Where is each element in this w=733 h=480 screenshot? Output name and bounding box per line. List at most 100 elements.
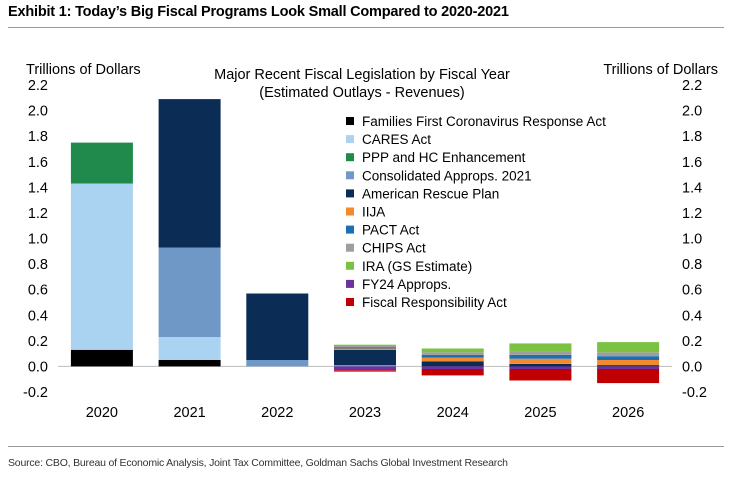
- legend-label-chips-act: CHIPS Act: [362, 241, 426, 256]
- x-axis: 2020 2021 2022 2023 2024 2025 2026: [86, 405, 645, 421]
- bar-segment-2020-ppp-and-hc-enhancement: [70, 142, 133, 184]
- legend-label-fiscal-responsibility-act: Fiscal Responsibility Act: [362, 295, 507, 310]
- bar-segment-2026-chips-act: [597, 352, 660, 357]
- y-axis-label-left: Trillions of Dollars: [26, 62, 141, 78]
- y-tick-label-left: 1.6: [28, 155, 48, 171]
- y-tick-label-right: 1.6: [682, 155, 702, 171]
- bar-segment-2023-fy24-approps: [334, 366, 396, 371]
- legend-label-fy24-approps: FY24 Approps.: [362, 277, 451, 292]
- y-axis-label-right: Trillions of Dollars: [603, 62, 718, 78]
- bar-segment-2020-cares-act: [70, 183, 133, 350]
- x-tick-label: 2023: [349, 405, 381, 421]
- bar-segment-2025-chips-act: [509, 351, 572, 355]
- y-tick-label-right: 0.8: [682, 257, 702, 273]
- left-y-axis: -0.2 0.0 0.2 0.4 0.6 0.8 1.0 1.2 1.4 1.6 1.8 2.0 2.2: [23, 78, 48, 401]
- right-y-axis: -0.2 0.0 0.2 0.4 0.6 0.8 1.0 1.2 1.4 1.6 1.8 2.0 2.2: [682, 78, 707, 401]
- y-tick-label-right: 2.2: [682, 78, 702, 94]
- legend-swatch-iija: [346, 207, 354, 216]
- bar-segment-2026-iija: [597, 360, 660, 366]
- x-tick-label: 2021: [173, 405, 205, 421]
- legend-swatch-consolidated-approps-2021: [346, 171, 354, 180]
- bar-segment-2021-cares-act: [158, 337, 221, 360]
- y-tick-label-left: 1.2: [28, 206, 48, 222]
- y-tick-label-right: 0.2: [682, 334, 702, 350]
- bar-segment-2025-pact-act: [509, 354, 572, 359]
- y-tick-label-left: -0.2: [23, 385, 48, 401]
- legend-label-consolidated-approps-2021: Consolidated Approps. 2021: [362, 168, 532, 183]
- x-tick-label: 2022: [261, 405, 293, 421]
- bar-segment-2024-ira-gs-estimate: [421, 348, 484, 353]
- bar-segment-2021-american-rescue-plan: [158, 99, 221, 248]
- legend-swatch-chips-act: [346, 243, 354, 252]
- bar-segment-2021-families-first-coronavirus-response-act: [158, 360, 221, 367]
- bar-segment-2026-ira-gs-estimate: [597, 342, 660, 353]
- y-tick-label-right: 0.0: [682, 359, 702, 375]
- legend-label-iija: IIJA: [362, 205, 385, 220]
- bars-layer: [70, 99, 660, 384]
- y-tick-label-right: 1.2: [682, 206, 702, 222]
- exhibit-title: Exhibit 1: Today’s Big Fiscal Programs L…: [8, 4, 509, 20]
- y-tick-label-right: 0.4: [682, 308, 702, 324]
- y-tick-label-right: 0.6: [682, 283, 702, 299]
- y-tick-label-left: 0.8: [28, 257, 48, 273]
- y-tick-label-right: 1.0: [682, 232, 702, 248]
- top-rule: [8, 27, 724, 28]
- legend-swatch-american-rescue-plan: [346, 189, 354, 198]
- y-tick-label-left: 2.0: [28, 104, 48, 120]
- bar-segment-2024-american-rescue-plan: [421, 361, 484, 367]
- bar-segment-2025-ira-gs-estimate: [509, 343, 572, 352]
- legend-label-american-rescue-plan: American Rescue Plan: [362, 186, 499, 201]
- bar-segment-2023-fiscal-responsibility-act: [334, 370, 396, 372]
- legend-swatch-ira-gs-estimate: [346, 261, 354, 270]
- bar-segment-2023-american-rescue-plan: [334, 349, 396, 366]
- x-tick-label: 2020: [86, 405, 118, 421]
- chart-title: Major Recent Fiscal Legislation by Fisca…: [214, 67, 510, 83]
- y-tick-label-right: 2.0: [682, 104, 702, 120]
- bar-segment-2026-pact-act: [597, 356, 660, 360]
- legend-swatch-ppp-and-hc-enhancement: [346, 153, 354, 162]
- bar-segment-2020-families-first-coronavirus-response-act: [70, 349, 133, 367]
- legend-label-cares-act: CARES Act: [362, 132, 431, 147]
- legend-swatch-fiscal-responsibility-act: [346, 298, 354, 306]
- legend-label-pact-act: PACT Act: [362, 223, 420, 238]
- legend: Families First Coronavirus Response Act C…: [346, 114, 606, 310]
- bar-segment-2026-fiscal-responsibility-act: [597, 369, 660, 384]
- bar-segment-2022-american-rescue-plan: [246, 293, 309, 360]
- x-tick-label: 2025: [524, 405, 556, 421]
- bar-segment-2025-iija: [509, 358, 572, 364]
- bar-segment-2023-consolidated-approps-2021: [334, 365, 396, 367]
- x-tick-label: 2024: [437, 405, 469, 421]
- y-tick-label-left: 0.0: [28, 359, 48, 375]
- bar-segment-2023-ira-gs-estimate: [334, 344, 396, 346]
- bar-segment-2026-fy24-approps: [597, 366, 660, 369]
- bar-segment-2024-fy24-approps: [421, 366, 484, 369]
- y-tick-label-left: 1.0: [28, 232, 48, 248]
- bar-segment-2024-pact-act: [421, 354, 484, 358]
- legend-swatch-cares-act: [346, 135, 354, 144]
- bar-segment-2025-american-rescue-plan: [509, 363, 572, 367]
- y-tick-label-left: 0.2: [28, 334, 48, 350]
- bar-segment-2024-fiscal-responsibility-act: [421, 369, 484, 376]
- y-tick-label-left: 0.6: [28, 283, 48, 299]
- bar-segment-2024-iija: [421, 357, 484, 362]
- legend-swatch-pact-act: [346, 225, 354, 234]
- y-tick-label-left: 0.4: [28, 308, 48, 324]
- bar-segment-2025-fiscal-responsibility-act: [509, 369, 572, 381]
- legend-label-ppp-and-hc-enhancement: PPP and HC Enhancement: [362, 150, 526, 165]
- y-tick-label-left: 1.4: [28, 180, 48, 196]
- legend-label-ira-gs-estimate: IRA (GS Estimate): [362, 259, 472, 274]
- bar-segment-2023-chips-act: [334, 345, 396, 348]
- y-tick-label-left: 1.8: [28, 129, 48, 145]
- y-tick-label-right: 1.4: [682, 180, 702, 196]
- source-note: Source: CBO, Bureau of Economic Analysis…: [8, 457, 508, 469]
- bar-segment-2023-iija: [334, 348, 396, 350]
- bar-segment-2025-fy24-approps: [509, 366, 572, 369]
- bar-segment-2021-consolidated-approps-2021: [158, 247, 221, 337]
- y-tick-label-left: 2.2: [28, 78, 48, 94]
- bottom-rule: [8, 446, 724, 447]
- y-tick-label-right: -0.2: [682, 385, 707, 401]
- bar-segment-2022-consolidated-approps-2021: [246, 360, 309, 367]
- bar-segment-2023-pact-act: [334, 347, 396, 349]
- bar-segment-2024-chips-act: [421, 352, 484, 355]
- chart-subtitle: (Estimated Outlays - Revenues): [259, 85, 465, 101]
